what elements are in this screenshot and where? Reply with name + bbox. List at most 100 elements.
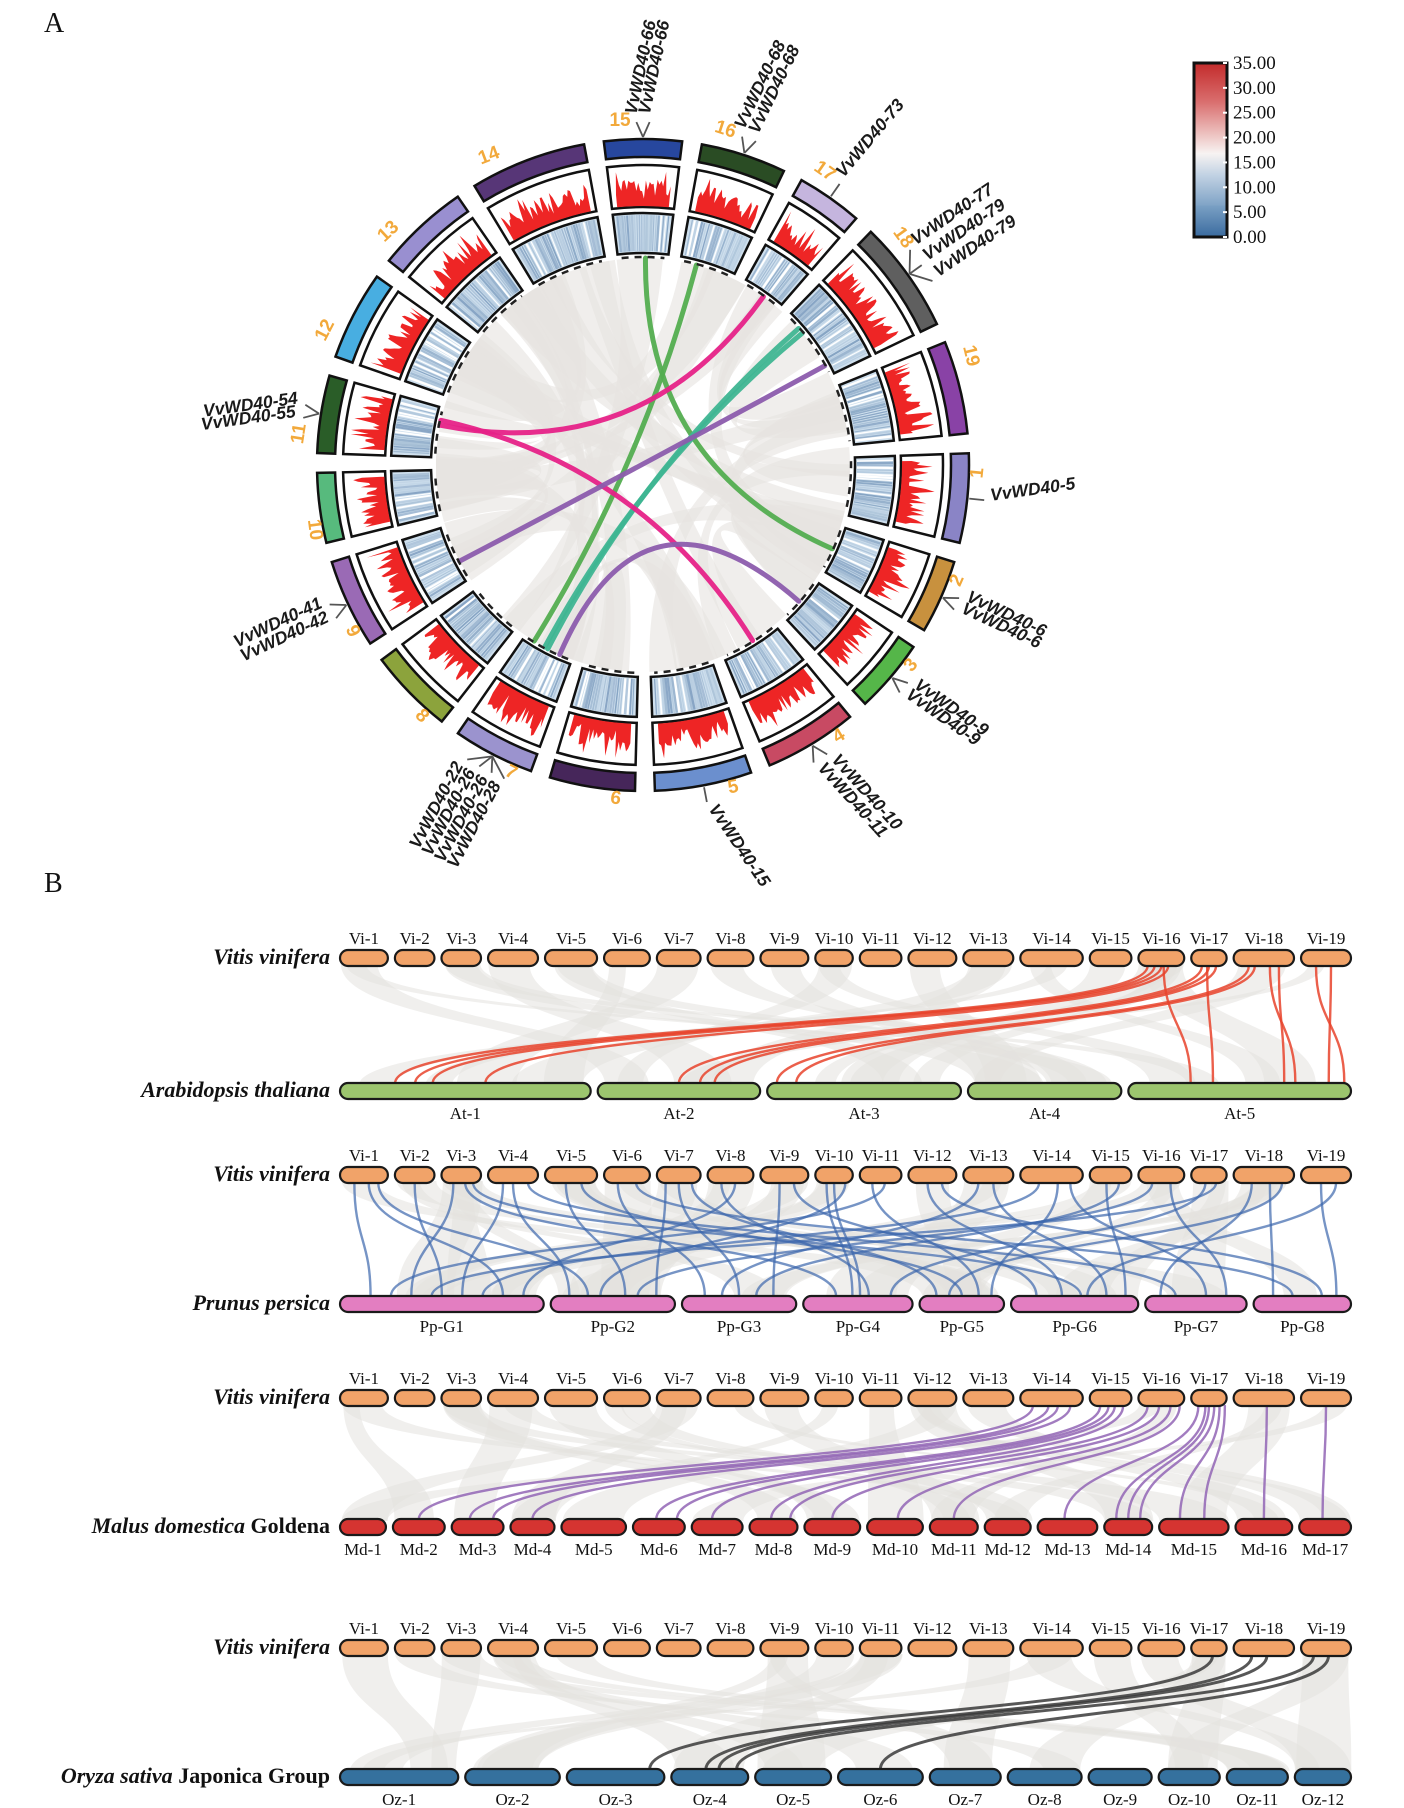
synteny-link [1159, 1181, 1253, 1298]
vitis-label: Vi-16 [1142, 1146, 1181, 1165]
gene-tick-dashes [527, 637, 569, 661]
chromosome-15-band [602, 137, 684, 161]
heatmap-stripe [623, 215, 629, 252]
heatmap-stripe [464, 289, 491, 316]
synteny-link [889, 1181, 1207, 1298]
vitis-bar-Vi-6 [602, 1388, 651, 1408]
chromosome-3-gene-density-area [823, 614, 873, 668]
heatmap-stripe [428, 574, 461, 595]
heatmap-stripe [574, 670, 587, 707]
heatmap-stripe [393, 442, 430, 449]
vitis-bar-Vi-19 [1299, 1165, 1353, 1185]
vitis-bar-Vi-12 [907, 1165, 958, 1185]
background-ribbon [922, 1181, 1284, 1298]
heatmap-stripe [856, 469, 893, 472]
heatmap-stripe [854, 496, 891, 505]
synteny-link [463, 1181, 838, 1298]
heatmap-stripe [486, 268, 511, 299]
chromosome-14-heatmap-track [510, 215, 607, 286]
heatmap-stripe [806, 303, 836, 329]
heatmap-stripe [830, 565, 864, 585]
bottom-label: Md-14 [1105, 1540, 1152, 1559]
heatmap-stripe [616, 216, 623, 253]
synteny-link [990, 1181, 1059, 1298]
bottom-bar-Md-3 [450, 1517, 505, 1537]
bottom-label: Pp-G7 [1174, 1317, 1219, 1336]
species-name-italic: Malus domestica [91, 1513, 245, 1538]
vitis-bar-Vi-3 [440, 1638, 483, 1658]
heatmap-stripe [700, 224, 713, 260]
vitis-bar-Vi-4 [486, 1388, 540, 1408]
heatmap-stripe [751, 648, 772, 681]
heatmap-stripe [471, 620, 498, 648]
chromosome-8-density-box [400, 617, 486, 703]
heatmap-stripe [591, 674, 601, 711]
heatmap-stripe [395, 496, 432, 505]
vitis-label: Vi-16 [1142, 1619, 1181, 1638]
heatmap-stripe [854, 425, 891, 433]
synteny-link [717, 1654, 1269, 1771]
heatmap-stripe [616, 677, 622, 714]
bottom-label: Oz-8 [1028, 1790, 1062, 1808]
background-ribbon [913, 964, 1182, 1085]
heatmap-stripe [545, 661, 562, 696]
bottom-label: Oz-1 [382, 1790, 416, 1808]
heatmap-stripe [558, 229, 573, 264]
heatmap-stripe [851, 410, 888, 420]
heatmap-stripe [644, 215, 648, 252]
chromosome-8-number: 8 [411, 705, 433, 727]
synteny-link [713, 964, 1218, 1085]
bottom-label: Md-17 [1302, 1540, 1349, 1559]
bottom-label: Pp-G1 [420, 1317, 464, 1336]
background-ribbon [814, 964, 1171, 1085]
heatmap-stripe [653, 678, 658, 715]
background-ribbon [443, 1404, 860, 1521]
gene-tick-dashes [537, 259, 603, 287]
heatmap-stripe [768, 637, 791, 668]
heatmap-stripe [536, 237, 555, 272]
gene-tick-dashes [477, 591, 513, 628]
bottom-label: Md-1 [344, 1540, 382, 1559]
gene-tick-dashes [654, 661, 709, 674]
chromosome-14-number: 14 [475, 142, 503, 169]
species-name-italic: Prunus persica [191, 1290, 330, 1315]
heatmap-stripe [816, 588, 848, 612]
heatmap-stripe [469, 284, 496, 311]
background-ribbon [340, 964, 649, 1085]
heatmap-stripe [694, 222, 706, 258]
heatmap-stripe [815, 317, 847, 341]
heatmap-stripe [426, 337, 459, 359]
heatmap-stripe [395, 492, 431, 499]
chromosome-10-number: 10 [303, 518, 327, 542]
heatmap-stripe [838, 549, 873, 566]
vitis-label: Vi-17 [1190, 1369, 1229, 1388]
heatmap-stripe [835, 557, 869, 576]
species-name-italic: Vitis vinifera [213, 1384, 330, 1409]
heatmap-stripe [856, 484, 892, 489]
heatmap-stripe [480, 627, 506, 657]
background-ribbon [1146, 1181, 1318, 1298]
chromosome-2-number: 2 [945, 571, 968, 589]
heatmap-stripe [417, 356, 451, 374]
heatmap-stripe [621, 678, 627, 715]
heatmap-stripe [696, 671, 709, 707]
synteny-link [1203, 1404, 1227, 1521]
heatmap-stripe [553, 230, 568, 266]
heatmap-stripe [565, 226, 579, 262]
highlight-link [438, 417, 756, 644]
chromosome-4-heatmap-track [723, 626, 805, 699]
heatmap-stripe [647, 215, 651, 252]
chromosome-14-gene-density-area [500, 184, 591, 241]
chromosome-17-heatmap-track [744, 243, 810, 307]
heatmap-stripe [736, 656, 754, 690]
heatmap-stripe [585, 221, 595, 257]
vitis-bar-Vi-11 [858, 1638, 903, 1658]
heatmap-stripe [406, 535, 442, 550]
vitis-label: Vi-14 [1032, 1146, 1071, 1165]
vitis-bar-Vi-2 [393, 948, 436, 968]
heatmap-stripe [767, 261, 790, 292]
vitis-bar-Vi-11 [858, 948, 903, 968]
vitis-bar-Vi-3 [440, 1388, 483, 1408]
heatmap-stripe [774, 267, 799, 298]
chromosome-8-gene-density-area [424, 624, 479, 681]
